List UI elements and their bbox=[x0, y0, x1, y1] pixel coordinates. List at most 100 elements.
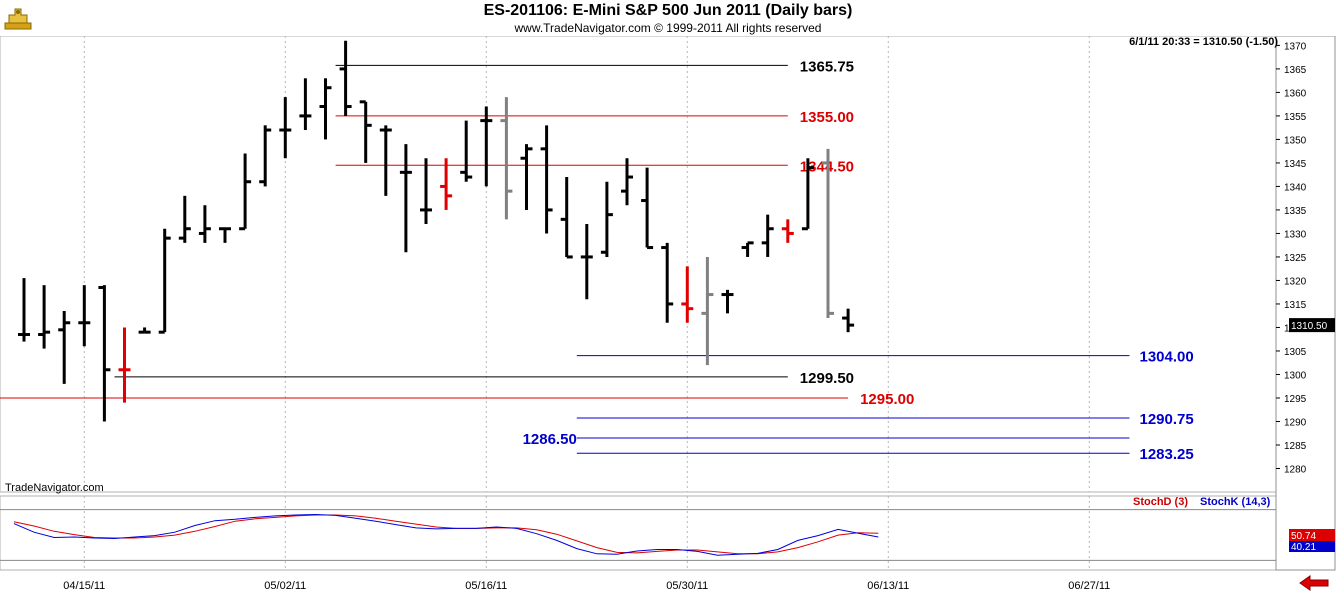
ohlc-bar bbox=[339, 40, 352, 116]
ohlc-bar bbox=[500, 97, 513, 220]
ohlc-bar bbox=[58, 311, 71, 384]
ohlc-bar bbox=[198, 205, 211, 243]
ohlc-bar bbox=[761, 214, 774, 257]
price-readout: 6/1/11 20:33 = 1310.50 (-1.50) bbox=[1129, 36, 1278, 48]
ohlc-bar bbox=[279, 97, 292, 159]
stochd-tag-label: 50.74 bbox=[1291, 531, 1316, 542]
price-tick-label: 1315 bbox=[1284, 300, 1307, 311]
date-axis: 04/15/11 05/02/11 05/16/11 05/30/11 06/13/11… bbox=[63, 580, 1110, 592]
price-bars bbox=[18, 40, 855, 422]
price-tick-label: 1345 bbox=[1284, 159, 1307, 170]
ohlc-bar bbox=[78, 285, 91, 347]
price-panel-frame bbox=[0, 35, 1277, 493]
ohlc-bar bbox=[239, 153, 252, 231]
level-label: 1295.00 bbox=[860, 391, 914, 408]
stochk-line bbox=[13, 513, 879, 556]
price-axis: 1280128512901295130013051310131513201325… bbox=[1275, 35, 1336, 571]
ohlc-bar bbox=[399, 144, 412, 253]
ohlc-bar bbox=[18, 278, 30, 342]
ohlc-bar bbox=[480, 106, 493, 187]
ohlc-bar bbox=[560, 177, 573, 259]
price-tick-label: 1290 bbox=[1284, 417, 1307, 428]
ohlc-bar bbox=[600, 181, 613, 257]
ohlc-bar bbox=[379, 125, 392, 196]
ohlc-bar bbox=[741, 241, 754, 257]
price-tick-label: 1370 bbox=[1284, 41, 1307, 52]
date-tick-label: 06/27/11 bbox=[1068, 580, 1110, 592]
ohlc-bar bbox=[641, 167, 654, 250]
stoch-panel-frame bbox=[0, 495, 1277, 571]
ohlc-bar bbox=[440, 158, 453, 210]
ohlc-bar bbox=[118, 327, 131, 403]
stochd-line bbox=[13, 514, 879, 555]
stochk-tag bbox=[1289, 541, 1335, 552]
level-label: 1304.00 bbox=[1140, 349, 1194, 366]
price-tick-label: 1285 bbox=[1284, 441, 1307, 452]
price-tick-label: 1335 bbox=[1284, 206, 1307, 217]
stochd-tag bbox=[1289, 529, 1335, 541]
price-tick-label: 1360 bbox=[1284, 88, 1307, 99]
level-label: 1355.00 bbox=[800, 109, 854, 126]
price-tick-label: 1295 bbox=[1284, 394, 1307, 405]
stochk-tag-label: 40.21 bbox=[1291, 542, 1316, 553]
price-tick-label: 1305 bbox=[1284, 347, 1307, 358]
chart-header: ES-201106: E-Mini S&P 500 Jun 2011 (Dail… bbox=[0, 0, 1336, 36]
date-tick-label: 06/13/11 bbox=[867, 580, 909, 592]
chart-title: ES-201106: E-Mini S&P 500 Jun 2011 (Dail… bbox=[483, 2, 853, 19]
level-label: 1283.25 bbox=[1140, 446, 1194, 463]
price-tick-label: 1330 bbox=[1284, 229, 1307, 240]
ohlc-bar bbox=[138, 327, 151, 334]
level-label: 1299.50 bbox=[800, 370, 854, 387]
ohlc-bar bbox=[299, 78, 312, 131]
date-tick-label: 04/15/11 bbox=[63, 580, 105, 592]
ohlc-bar bbox=[781, 219, 794, 243]
ohlc-bar bbox=[38, 285, 51, 349]
ohlc-bar bbox=[580, 224, 593, 300]
last-price-tag-label: 1310.50 bbox=[1291, 321, 1328, 332]
ohlc-bar bbox=[842, 308, 855, 333]
ohlc-bar bbox=[681, 266, 694, 323]
ohlc-bar bbox=[158, 228, 171, 334]
price-tick-label: 1325 bbox=[1284, 253, 1307, 264]
ohlc-bar bbox=[661, 242, 674, 323]
ohlc-bar bbox=[178, 195, 191, 243]
price-tick-label: 1280 bbox=[1284, 464, 1307, 475]
copyright-line: www.TradeNavigator.com © 1999-2011 All r… bbox=[514, 21, 822, 35]
level-label: 1365.75 bbox=[800, 58, 854, 75]
ohlc-bar bbox=[801, 158, 814, 231]
stochk-legend: StochK (14,3) bbox=[1200, 496, 1271, 508]
level-label: 1286.50 bbox=[523, 431, 577, 448]
watermark-label: TradeNavigator.com bbox=[5, 482, 104, 494]
ohlc-bar bbox=[621, 158, 633, 206]
ohlc-bar bbox=[420, 158, 432, 225]
price-axis-box bbox=[1275, 35, 1336, 571]
price-tick-label: 1300 bbox=[1284, 370, 1307, 381]
date-tick-label: 05/16/11 bbox=[465, 580, 507, 592]
ohlc-bar bbox=[319, 78, 332, 140]
stochd-legend: StochD (3) bbox=[1133, 496, 1188, 508]
ohlc-bar bbox=[721, 289, 734, 314]
level-lines: 1365.751355.001344.501304.001299.501295.… bbox=[0, 58, 1194, 463]
date-tick-label: 05/02/11 bbox=[264, 580, 306, 592]
ohlc-bar bbox=[520, 144, 533, 210]
ohlc-bar bbox=[98, 285, 111, 422]
level-label: 1290.75 bbox=[1140, 411, 1194, 428]
price-tick-label: 1340 bbox=[1284, 182, 1307, 193]
ohlc-bar bbox=[822, 148, 834, 319]
price-tick-label: 1320 bbox=[1284, 276, 1307, 287]
ohlc-bar bbox=[259, 125, 272, 187]
ohlc-bar bbox=[219, 227, 231, 243]
ohlc-bar bbox=[540, 125, 553, 234]
ohlc-bar bbox=[460, 120, 473, 182]
price-tick-label: 1365 bbox=[1284, 65, 1307, 76]
ohlc-bar bbox=[701, 256, 714, 366]
scroll-left-arrow-icon[interactable] bbox=[1298, 575, 1330, 591]
date-tick-label: 05/30/11 bbox=[666, 580, 708, 592]
ohlc-bar bbox=[359, 100, 372, 163]
tradenavigator-logo-icon[interactable] bbox=[3, 3, 33, 33]
price-tick-label: 1355 bbox=[1284, 112, 1307, 123]
price-tick-label: 1350 bbox=[1284, 135, 1307, 146]
last-price-tag bbox=[1289, 318, 1335, 333]
